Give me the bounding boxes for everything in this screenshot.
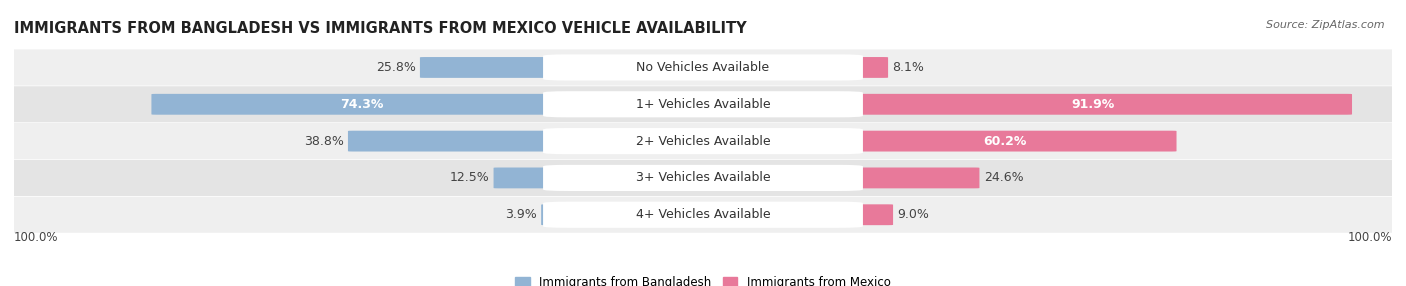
FancyBboxPatch shape xyxy=(834,57,889,78)
FancyBboxPatch shape xyxy=(834,94,1353,115)
Legend: Immigrants from Bangladesh, Immigrants from Mexico: Immigrants from Bangladesh, Immigrants f… xyxy=(516,276,890,286)
FancyBboxPatch shape xyxy=(541,204,572,225)
FancyBboxPatch shape xyxy=(543,54,863,81)
FancyBboxPatch shape xyxy=(834,204,893,225)
Text: 100.0%: 100.0% xyxy=(14,231,59,244)
FancyBboxPatch shape xyxy=(834,168,980,188)
FancyBboxPatch shape xyxy=(1,197,1405,233)
FancyBboxPatch shape xyxy=(834,131,1177,152)
Text: 8.1%: 8.1% xyxy=(893,61,924,74)
FancyBboxPatch shape xyxy=(543,91,863,117)
Text: 100.0%: 100.0% xyxy=(1347,231,1392,244)
Text: 4+ Vehicles Available: 4+ Vehicles Available xyxy=(636,208,770,221)
Text: 38.8%: 38.8% xyxy=(304,135,343,148)
Text: 1+ Vehicles Available: 1+ Vehicles Available xyxy=(636,98,770,111)
FancyBboxPatch shape xyxy=(152,94,572,115)
Text: 60.2%: 60.2% xyxy=(983,135,1026,148)
FancyBboxPatch shape xyxy=(543,165,863,191)
FancyBboxPatch shape xyxy=(1,123,1405,159)
FancyBboxPatch shape xyxy=(420,57,572,78)
Text: No Vehicles Available: No Vehicles Available xyxy=(637,61,769,74)
Text: 2+ Vehicles Available: 2+ Vehicles Available xyxy=(636,135,770,148)
Text: 3+ Vehicles Available: 3+ Vehicles Available xyxy=(636,171,770,184)
Text: 25.8%: 25.8% xyxy=(375,61,416,74)
FancyBboxPatch shape xyxy=(1,49,1405,86)
Text: Source: ZipAtlas.com: Source: ZipAtlas.com xyxy=(1267,20,1385,30)
Text: 91.9%: 91.9% xyxy=(1071,98,1115,111)
FancyBboxPatch shape xyxy=(347,131,572,152)
Text: IMMIGRANTS FROM BANGLADESH VS IMMIGRANTS FROM MEXICO VEHICLE AVAILABILITY: IMMIGRANTS FROM BANGLADESH VS IMMIGRANTS… xyxy=(14,21,747,36)
FancyBboxPatch shape xyxy=(494,168,572,188)
Text: 9.0%: 9.0% xyxy=(897,208,929,221)
Text: 12.5%: 12.5% xyxy=(450,171,489,184)
Text: 24.6%: 24.6% xyxy=(984,171,1024,184)
Text: 74.3%: 74.3% xyxy=(340,98,384,111)
Text: 3.9%: 3.9% xyxy=(505,208,537,221)
FancyBboxPatch shape xyxy=(1,86,1405,122)
FancyBboxPatch shape xyxy=(543,128,863,154)
FancyBboxPatch shape xyxy=(543,202,863,228)
FancyBboxPatch shape xyxy=(1,160,1405,196)
